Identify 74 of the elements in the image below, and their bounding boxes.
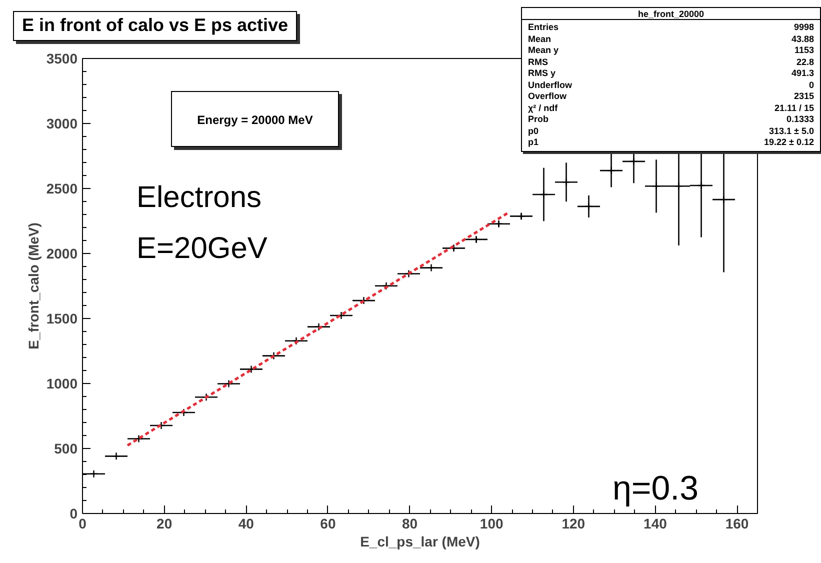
point bbox=[134, 434, 143, 443]
point bbox=[720, 195, 728, 204]
point bbox=[540, 190, 548, 199]
point bbox=[607, 166, 616, 175]
annotation: RMS bbox=[528, 56, 548, 68]
text: 9998 bbox=[794, 22, 814, 34]
y-tick-label: 2000 bbox=[46, 246, 78, 262]
text: 21.11 / 15 bbox=[774, 102, 814, 114]
y-tick-label: 2500 bbox=[46, 180, 78, 196]
annotation: Overflow bbox=[528, 91, 567, 102]
annotation: η=0.3 bbox=[612, 470, 699, 508]
point bbox=[517, 212, 526, 220]
text: 313.1 ± 5.0 bbox=[769, 126, 814, 137]
point bbox=[697, 181, 706, 190]
y-tick-label: 1000 bbox=[46, 376, 78, 392]
text: 491.3 bbox=[791, 68, 814, 80]
point bbox=[360, 296, 368, 305]
y-tick-label: 3500 bbox=[46, 50, 78, 66]
y-tick-label: 0 bbox=[70, 506, 78, 522]
text: 2315 bbox=[794, 91, 814, 102]
text: 43.88 bbox=[791, 34, 814, 45]
text: 22.8 bbox=[796, 56, 814, 68]
annotation: χ² / ndf bbox=[528, 102, 558, 114]
text: he_front_20000 bbox=[522, 8, 820, 20]
x-tick-label: 120 bbox=[562, 516, 586, 532]
y-tick-label: 500 bbox=[54, 440, 78, 456]
text: Mean y bbox=[528, 45, 559, 56]
y-axis-title: E_front_calo (MeV) bbox=[25, 222, 42, 350]
point bbox=[652, 182, 660, 190]
point bbox=[292, 336, 300, 345]
chart-title: E in front of calo vs E ps active bbox=[13, 11, 298, 41]
x-tick-label: 40 bbox=[238, 516, 254, 532]
x-tick-label: 20 bbox=[156, 516, 172, 532]
point bbox=[180, 408, 188, 417]
point bbox=[224, 380, 233, 388]
x-tick-label: 160 bbox=[725, 516, 749, 532]
text: 19.22 ± 0.12 bbox=[764, 137, 814, 148]
point bbox=[630, 157, 638, 166]
point bbox=[494, 220, 503, 228]
note-frame: Energy = 20000 MeV bbox=[171, 91, 339, 147]
y-tick-label: 1500 bbox=[46, 310, 78, 326]
point bbox=[314, 322, 323, 331]
x-tick-label: 80 bbox=[402, 516, 418, 532]
point bbox=[562, 178, 570, 186]
x-axis-title: E_cl_ps_lar (MeV) bbox=[360, 534, 480, 550]
annotation: p0 bbox=[528, 126, 539, 137]
point bbox=[202, 393, 210, 402]
point bbox=[270, 352, 278, 360]
point bbox=[427, 264, 436, 272]
annotation: Underflow bbox=[528, 80, 572, 91]
x-tick-label: 140 bbox=[644, 516, 668, 532]
text: Entries bbox=[528, 22, 559, 34]
text: 1153 bbox=[794, 45, 814, 56]
point bbox=[382, 282, 390, 290]
annotation: E=20GeV bbox=[136, 232, 268, 265]
point bbox=[90, 470, 98, 478]
point bbox=[674, 182, 683, 190]
x-tick-label: 60 bbox=[320, 516, 336, 532]
annotation: p1 bbox=[528, 137, 539, 148]
text: 0.1333 bbox=[786, 114, 814, 126]
x-tick-label: 100 bbox=[480, 516, 504, 532]
point bbox=[404, 270, 413, 278]
point bbox=[584, 202, 593, 211]
point bbox=[450, 244, 458, 252]
point bbox=[247, 365, 256, 374]
point bbox=[472, 235, 480, 244]
point bbox=[337, 311, 346, 320]
annotation: Electrons bbox=[136, 181, 262, 214]
y-tick-label: 3000 bbox=[46, 116, 78, 132]
annotation: RMS y bbox=[528, 68, 556, 80]
point bbox=[112, 452, 120, 460]
annotation: Prob bbox=[528, 114, 549, 126]
text: Mean bbox=[528, 34, 552, 45]
text: 0 bbox=[808, 80, 814, 91]
